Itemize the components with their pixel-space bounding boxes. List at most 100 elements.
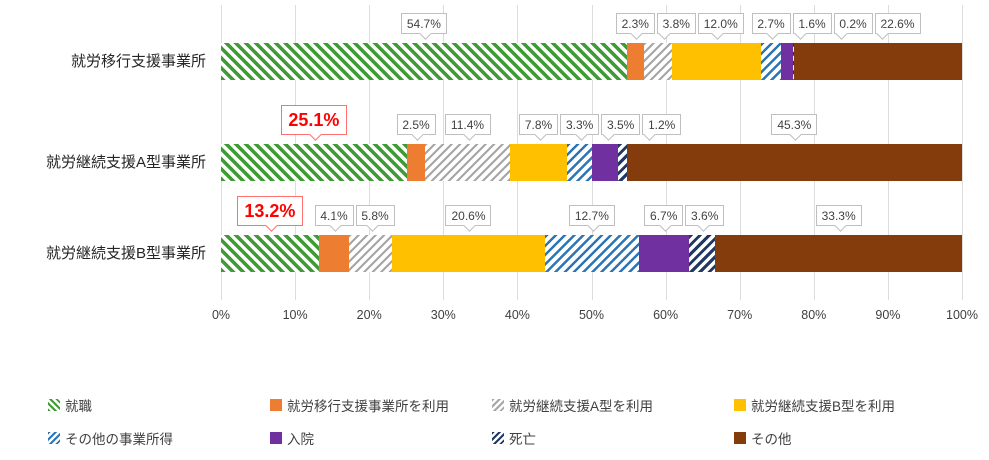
gridline-vertical	[962, 5, 963, 300]
legend-item: 就労移行支援事業所を利用	[270, 397, 449, 414]
callout-pointer	[462, 127, 476, 141]
legend-label: その他の事業所得	[65, 432, 173, 447]
bar-segment	[544, 235, 639, 272]
callout-pointer	[365, 218, 379, 232]
data-label-callout: 3.8%	[656, 13, 696, 40]
legend-marker-icon	[492, 432, 504, 444]
bar-segment	[715, 235, 962, 272]
data-label-callout: 12.0%	[697, 13, 744, 40]
data-label-callout-emphasized: 25.1%	[280, 105, 347, 141]
data-label-callout: 3.6%	[685, 205, 725, 232]
x-axis-tick-label: 40%	[504, 308, 530, 322]
category-label: 就労移行支援事業所	[70, 52, 206, 70]
bar-segment	[688, 235, 716, 272]
callout-pointer	[586, 218, 600, 232]
legend-label: その他	[751, 432, 792, 447]
legend-marker-icon	[48, 432, 60, 444]
legend-item: 就労継続支援A型を利用	[492, 397, 653, 414]
callout-pointer	[630, 26, 644, 40]
x-axis-tick-label: 0%	[211, 308, 231, 322]
data-label-callout: 2.3%	[615, 13, 655, 40]
data-label-callout: 7.8%	[519, 114, 559, 141]
bar-segment	[794, 43, 963, 80]
callout-pointer	[418, 26, 432, 40]
callout-pointer	[574, 127, 588, 141]
category-label: 就労継続支援B型事業所	[45, 244, 206, 262]
data-label-callout: 20.6%	[445, 205, 492, 232]
bar-segment	[349, 235, 393, 272]
legend-label: 就職	[65, 399, 92, 414]
bar-segment	[221, 235, 319, 272]
bar-segment	[509, 144, 568, 181]
legend-item: 入院	[270, 430, 314, 447]
data-label-callout: 33.3%	[815, 205, 862, 232]
callout-pointer	[711, 26, 725, 40]
callout-pointer	[643, 127, 657, 141]
legend-item: その他	[734, 430, 792, 447]
legend-item: 就職	[48, 397, 92, 414]
x-axis-tick-label: 10%	[282, 308, 308, 322]
data-label-callout: 54.7%	[400, 13, 447, 40]
callout-pointer	[833, 218, 847, 232]
bar-segment	[221, 43, 627, 80]
legend-label: 就労継続支援B型を利用	[751, 399, 896, 414]
callout-pointer	[875, 26, 889, 40]
legend-marker-icon	[48, 399, 60, 411]
data-label-callout: 1.2%	[642, 114, 682, 141]
data-label-callout: 3.3%	[560, 114, 600, 141]
plot-area: 54.7% 2.3% 3.8% 12.0% 2.7% 1.6% 0.2% 22.6% 25.1%…	[221, 5, 963, 300]
x-axis-tick-label: 80%	[801, 308, 827, 322]
bar-segment	[643, 43, 672, 80]
legend-item: その他の事業所得	[48, 430, 173, 447]
legend-marker-icon	[734, 399, 746, 411]
bar-3	[221, 235, 962, 272]
data-label-callout: 0.2%	[833, 13, 873, 40]
callout-pointer	[834, 26, 848, 40]
callout-pointer	[697, 218, 710, 232]
legend-item: 就労継続支援B型を利用	[734, 397, 896, 414]
data-label-callout: 4.1%	[314, 205, 354, 232]
data-label-callout: 6.7%	[644, 205, 684, 232]
legend-marker-icon	[734, 432, 746, 444]
data-label-callout: 45.3%	[771, 114, 818, 141]
bar-segment	[792, 43, 795, 80]
bar-1	[221, 43, 963, 80]
bar-segment	[761, 43, 782, 80]
callout-pointer	[658, 218, 672, 232]
callout-pointer	[463, 218, 477, 232]
callout-pointer	[329, 218, 342, 232]
bar-segment	[626, 144, 962, 181]
callout-pointer	[309, 127, 322, 141]
bar-segment	[626, 43, 644, 80]
data-label-callout: 2.7%	[751, 13, 791, 40]
data-label-callout: 2.5%	[396, 114, 436, 141]
x-axis-tick-label: 100%	[946, 308, 978, 322]
data-label-callout: 1.6%	[792, 13, 832, 40]
legend-item: 死亡	[492, 430, 536, 447]
x-axis-tick-label: 90%	[875, 308, 901, 322]
x-axis-tick-label: 70%	[727, 308, 753, 322]
data-label-callout: 11.4%	[444, 114, 491, 141]
data-label-callout: 5.8%	[355, 205, 395, 232]
bar-segment	[567, 144, 592, 181]
bar-2	[221, 144, 962, 181]
bar-segment	[781, 43, 793, 80]
category-label: 就労継続支援A型事業所	[45, 153, 206, 171]
legend-label: 入院	[287, 432, 314, 447]
data-label-callout: 3.5%	[601, 114, 641, 141]
data-label-callout: 22.6%	[874, 13, 921, 40]
callout-pointer	[411, 127, 424, 141]
bar-segment	[221, 144, 407, 181]
callout-pointer	[657, 26, 671, 40]
legend-marker-icon	[492, 399, 504, 411]
callout-pointer	[789, 127, 803, 141]
callout-pointer	[533, 127, 547, 141]
bar-segment	[392, 235, 545, 272]
x-axis-tick-label: 20%	[356, 308, 382, 322]
legend-label: 就労移行支援事業所を利用	[287, 399, 449, 414]
x-axis-tick-label: 30%	[430, 308, 456, 322]
callout-pointer	[265, 218, 278, 232]
bar-segment	[425, 144, 510, 181]
bar-segment	[591, 144, 618, 181]
x-axis-tick-label: 60%	[653, 308, 679, 322]
